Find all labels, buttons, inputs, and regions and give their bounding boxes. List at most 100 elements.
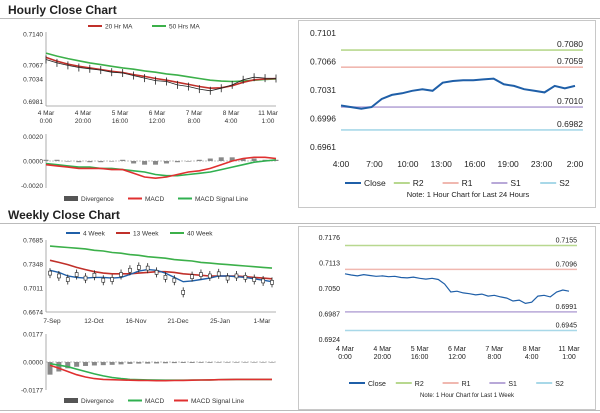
- hourly-pivot-panel: 0.7101 0.7066 0.7031 0.6996 0.6961 0.7080 0.70…: [298, 20, 596, 208]
- level-value-r1: 0.7059: [557, 56, 583, 66]
- y-tick-label: -0.0020: [21, 183, 43, 190]
- legend-divergence-label: Divergence: [81, 196, 114, 203]
- hourly-macd-chart: 0.0020 0.0000 -0.0020 Divergence MACD MACD Si…: [21, 134, 279, 203]
- price-candle: [65, 277, 70, 282]
- section-divider-middle: [0, 223, 600, 224]
- price-candle: [243, 275, 248, 280]
- divergence-bar: [43, 159, 49, 161]
- y-tick-label: 0.7176: [319, 235, 341, 242]
- x-tick-label: 25-Jan: [210, 318, 230, 325]
- divergence-bar: [74, 362, 80, 367]
- ma13-line: [49, 259, 273, 280]
- price-candle: [234, 273, 239, 279]
- divergence-bar: [127, 362, 133, 364]
- price-candle: [57, 273, 61, 279]
- signal-line: [49, 362, 272, 382]
- x-tick-label: 10:00: [397, 159, 419, 169]
- y-tick-label: 0.7348: [23, 262, 43, 269]
- divergence-bar: [136, 362, 142, 364]
- divergence-bar: [225, 362, 231, 363]
- price-candle: [181, 290, 185, 295]
- x-tick-label: 20:00: [75, 118, 92, 125]
- price-candle: [172, 277, 177, 283]
- x-tick-label: 0:00: [40, 118, 53, 125]
- divergence-bar: [118, 362, 124, 365]
- x-tick-label: 1-Mar: [254, 318, 272, 325]
- x-tick-label: 7 Mar: [485, 346, 504, 353]
- divergence-bar: [251, 362, 257, 363]
- x-tick-label: 1:00: [562, 354, 576, 361]
- price-candle: [163, 275, 168, 280]
- price-candle: [270, 280, 274, 285]
- legend-signal-label: MACD Signal Line: [195, 196, 248, 203]
- price-candle: [145, 265, 150, 271]
- divergence-bar: [54, 159, 60, 161]
- divergence-bar: [109, 161, 115, 162]
- section-divider-bottom: [0, 410, 600, 411]
- divergence-bar: [142, 161, 148, 165]
- legend-close-label: Close: [368, 381, 386, 388]
- x-tick-label: 5 Mar: [411, 346, 430, 353]
- x-tick-label: 12:00: [149, 118, 166, 125]
- weekly-pivot-panel: 0.7176 0.7113 0.7050 0.6987 0.6924 0.7155 0.70…: [298, 226, 596, 410]
- price-candle: [208, 273, 212, 279]
- legend-40-week-label: 40 Week: [187, 231, 213, 238]
- divergence-bar: [47, 362, 53, 375]
- price-candle: [128, 267, 132, 273]
- divergence-bar: [91, 362, 97, 366]
- price-candle: [101, 277, 106, 283]
- level-value-s1: 0.7010: [557, 96, 583, 106]
- ma20-line: [45, 56, 277, 90]
- x-tick-label: 19:00: [498, 159, 520, 169]
- legend-20hr-ma-label: 20 Hr MA: [105, 24, 133, 31]
- hourly-macd-panel: 0.0020 0.0000 -0.0020 Divergence MACD MACD Si…: [0, 130, 290, 206]
- divergence-bar: [76, 161, 82, 163]
- divergence-bar: [198, 362, 204, 363]
- price-candle: [83, 275, 88, 281]
- level-value-s2: 0.6982: [557, 119, 583, 129]
- price-candle: [74, 272, 79, 277]
- price-line: [45, 59, 277, 92]
- x-tick-label: 23:00: [531, 159, 553, 169]
- legend-r2-label: R2: [415, 381, 424, 388]
- price-candle: [225, 275, 230, 281]
- divergence-bar: [196, 159, 202, 161]
- signal-line: [45, 159, 277, 177]
- macd-line: [45, 156, 277, 180]
- legend-macd-label: MACD: [145, 196, 164, 203]
- close-line: [340, 77, 576, 110]
- divergence-bar: [65, 362, 71, 369]
- x-tick-label: 13:00: [431, 159, 453, 169]
- divergence-bar: [171, 362, 177, 364]
- y-tick-label: 0.7685: [23, 238, 43, 245]
- legend-macd-label: MACD: [145, 398, 164, 405]
- hourly-section-title: Hourly Close Chart: [8, 3, 117, 17]
- divergence-bar: [87, 161, 93, 163]
- chart-note: Note: 1 Hour Chart for Last 24 Hours: [407, 190, 530, 199]
- x-tick-label: 16:00: [411, 354, 429, 361]
- x-tick-label: 4:00: [525, 354, 539, 361]
- x-tick-label: 6 Mar: [149, 110, 166, 117]
- x-tick-label: 11 Mar: [558, 346, 580, 353]
- weekly-pivot-chart: 0.7176 0.7113 0.7050 0.6987 0.6924 0.7155 0.70…: [319, 235, 581, 399]
- x-tick-label: 0:00: [338, 354, 352, 361]
- x-tick-label: 4 Mar: [336, 346, 355, 353]
- legend-50hr-ma-label: 50 Hrs MA: [169, 24, 200, 31]
- x-tick-label: 2:00: [567, 159, 584, 169]
- divergence-bar: [154, 362, 160, 364]
- level-value-r2: 0.7155: [556, 238, 578, 245]
- legend-s2-label: S2: [559, 178, 570, 188]
- x-tick-label: 6 Mar: [448, 346, 467, 353]
- price-candle: [48, 270, 52, 276]
- divergence-bar: [180, 362, 186, 363]
- ma50-line: [45, 52, 277, 83]
- divergence-bar: [240, 158, 246, 161]
- y-tick-label: 0.6987: [319, 312, 341, 319]
- x-tick-label: 11 Mar: [258, 110, 279, 117]
- y-tick-label: 0.7101: [310, 28, 336, 38]
- y-tick-label: 0.0000: [23, 360, 43, 367]
- hourly-pivot-chart: 0.7101 0.7066 0.7031 0.6996 0.6961 0.7080 0.70…: [310, 28, 584, 199]
- x-tick-label: 7:00: [366, 159, 383, 169]
